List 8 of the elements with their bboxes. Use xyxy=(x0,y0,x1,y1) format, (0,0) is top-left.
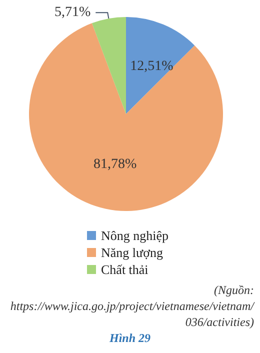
legend-label: Nông nghiệp xyxy=(101,228,169,243)
legend-label: Chất thải xyxy=(101,262,149,277)
legend-label: Năng lượng xyxy=(101,245,164,260)
text: (Nguồn: https://www.jica.go.jp/project/vietnamese/vietnam/036/activities) xyxy=(9,282,256,330)
data-label: 81,78% xyxy=(93,156,137,172)
text: Hình 29 xyxy=(108,330,152,346)
data-label: 5,71% xyxy=(54,5,91,20)
data-label: 12,51% xyxy=(130,58,174,74)
